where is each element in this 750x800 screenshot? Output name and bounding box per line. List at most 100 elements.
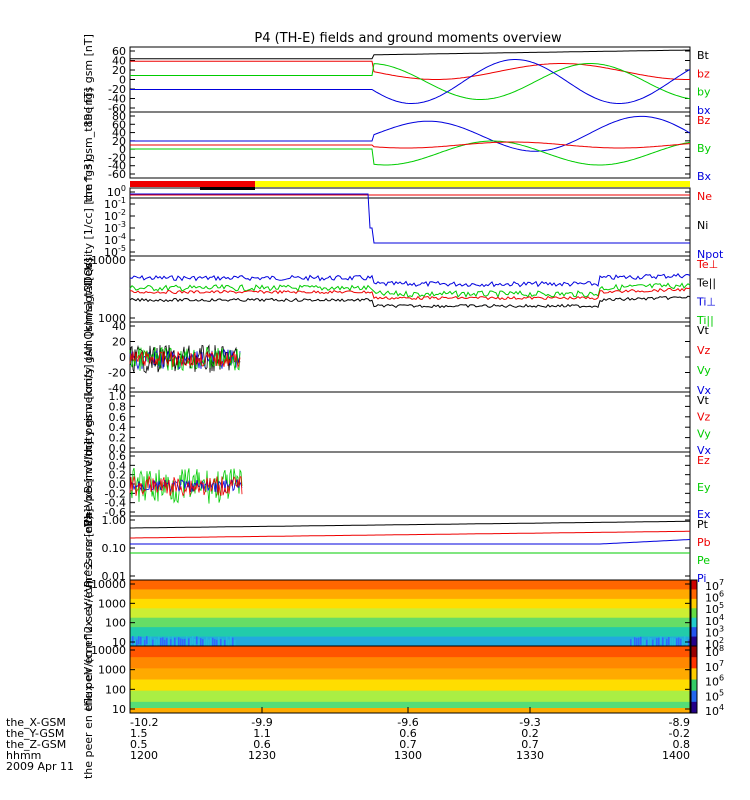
- y-axis-label: the peir en eflux eV/(cm^2-s-sr-eV): [82, 515, 95, 710]
- colorbar-segment: [691, 701, 697, 714]
- heatmap-noise: [184, 638, 186, 647]
- heatmap-noise: [220, 639, 222, 648]
- heatmap-noise: [166, 638, 168, 647]
- footer-value: 1.5: [130, 727, 148, 740]
- series-Bx: [130, 141, 691, 149]
- colorbar-segment: [691, 690, 697, 703]
- y-tick-label: 40: [112, 127, 126, 140]
- heatmap-noise: [174, 637, 176, 646]
- y-tick-label: 40: [112, 55, 126, 68]
- heatmap-noise: [684, 636, 686, 645]
- colorbar-exponent: 7: [719, 578, 724, 587]
- y-tick-label: 100: [105, 617, 126, 630]
- footer-row-label: the_Z-GSM: [6, 738, 66, 751]
- y-tick-label: 0: [119, 351, 126, 364]
- y-tick-label: 1.00: [102, 514, 127, 527]
- footer-value: 1300: [394, 749, 422, 762]
- series-Tepar: [129, 295, 691, 309]
- y-tick-exponent: -5: [118, 244, 126, 253]
- heatmap-band: [130, 617, 690, 628]
- y-tick-label: 10000: [91, 254, 126, 267]
- heatmap-noise: [228, 639, 230, 648]
- colorbar-exponent: 6: [719, 590, 724, 599]
- y-tick-label: 20: [112, 336, 126, 349]
- heatmap-noise: [144, 639, 146, 648]
- series-Npot: [130, 193, 690, 244]
- legend-label: Ti||: [696, 314, 714, 327]
- legend-label: Vt: [697, 324, 710, 337]
- y-axis-label: the fgs gsm [nT]: [82, 34, 95, 125]
- legend-label: Pe: [697, 554, 710, 567]
- heatmap-noise: [676, 638, 678, 647]
- legend-label: Te⊥: [696, 258, 718, 271]
- footer-row-label: hhmm: [6, 749, 41, 762]
- legend-label: Ne: [697, 190, 712, 203]
- heatmap-band: [130, 646, 690, 658]
- heatmap-noise: [656, 638, 658, 647]
- heatmap-noise: [206, 637, 208, 646]
- heatmap-noise: [192, 636, 194, 645]
- colorbar-frame: [690, 645, 698, 714]
- heatmap-noise: [650, 638, 652, 647]
- y-tick-label: 0.4: [109, 421, 127, 434]
- y-tick-label: 0.0: [109, 478, 127, 491]
- heatmap-noise: [664, 639, 666, 648]
- series-velocity-2: [129, 346, 241, 372]
- y-axis-label: the peir velocity gsm [km/s] (All Qs): [82, 258, 95, 457]
- heatmap-noise: [156, 639, 158, 648]
- panel-frame: [129, 515, 691, 581]
- heatmap-noise: [224, 639, 226, 648]
- heatmap-noise: [232, 637, 234, 646]
- heatmap-noise: [638, 637, 640, 646]
- heatmap-band: [130, 690, 690, 703]
- heatmap-noise: [162, 637, 164, 646]
- footer-value: -9.6: [397, 716, 418, 729]
- legend-label: Vz: [697, 411, 711, 424]
- heatmap-noise: [140, 636, 142, 645]
- panel-frame: [129, 391, 691, 453]
- heatmap-band: [130, 580, 690, 590]
- colorbar-segment: [691, 589, 697, 600]
- legend-label: Vz: [697, 344, 711, 357]
- y-tick-label: -40: [108, 382, 126, 395]
- status-bar-yellow: [255, 181, 690, 187]
- legend-label: Pi: [697, 572, 706, 585]
- heatmap-noise: [674, 638, 676, 647]
- y-tick-label: 10000: [91, 578, 126, 591]
- colorbar-segment: [691, 617, 697, 628]
- heatmap-noise: [152, 639, 154, 648]
- series-Pb: [130, 530, 690, 539]
- y-tick-label: 0.01: [102, 570, 127, 583]
- heatmap-noise: [630, 639, 632, 648]
- y-tick-label: 0.0: [109, 442, 127, 455]
- series-efield-1: [129, 478, 243, 493]
- heatmap-noise: [688, 639, 690, 648]
- y-tick-label: 1000: [98, 664, 126, 677]
- legend-label: Ni: [697, 219, 708, 232]
- footer-row-label: 2009 Apr 11: [6, 760, 74, 773]
- colorbar-exponent: 5: [719, 688, 724, 697]
- heatmap-noise: [182, 639, 184, 648]
- panel-6: 0.60.40.20.0-0.2-0.4-0.6E=-VxB [mV/m] EzE…: [82, 441, 711, 527]
- series-Pt: [130, 520, 690, 529]
- heatmap-noise: [644, 639, 646, 648]
- heatmap-noise: [632, 638, 634, 647]
- y-tick-exponent: -1: [118, 196, 126, 205]
- series-efield-2: [129, 475, 243, 497]
- heatmap-noise: [218, 636, 220, 645]
- heatmap-band: [130, 598, 690, 609]
- y-tick-label: 10: [112, 636, 126, 649]
- heatmap-noise: [214, 639, 216, 648]
- series-Bz: [130, 115, 691, 152]
- heatmap-noise: [160, 637, 162, 646]
- series-Bt: [130, 49, 691, 60]
- footer-value: 0.7: [521, 738, 539, 751]
- legend-label: Pt: [697, 518, 709, 531]
- heatmap-noise: [222, 638, 224, 647]
- heatmap-noise: [164, 639, 166, 648]
- colorbar-label: 105: [705, 688, 724, 703]
- legend-label: bz: [697, 67, 710, 80]
- heatmap-band: [130, 636, 690, 647]
- legend-label: By: [697, 142, 712, 155]
